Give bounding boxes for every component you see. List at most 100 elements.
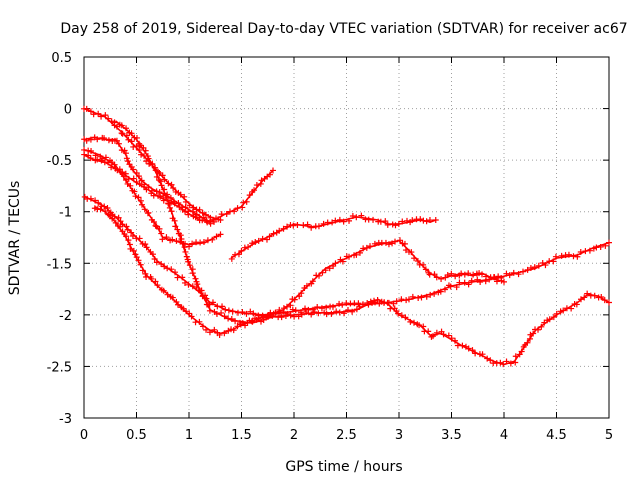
plus-marker (531, 264, 538, 271)
plus-marker (319, 269, 326, 276)
plus-marker (133, 169, 140, 176)
plus-marker (180, 305, 187, 312)
plus-marker (550, 314, 557, 321)
x-tick-label: 3.5 (441, 428, 462, 443)
plus-marker (123, 125, 130, 132)
plus-marker (145, 155, 152, 162)
plus-marker (249, 318, 256, 325)
plus-marker (568, 305, 575, 312)
plus-marker (495, 273, 502, 280)
plus-marker (304, 221, 311, 228)
plus-marker (535, 326, 542, 333)
plus-marker (315, 223, 322, 230)
plus-marker (410, 319, 417, 326)
plus-marker (606, 239, 612, 246)
plus-marker (484, 355, 491, 362)
plus-marker (186, 310, 193, 317)
plus-marker (535, 262, 542, 269)
plus-marker (199, 217, 206, 224)
plus-marker (332, 260, 339, 267)
plus-marker (371, 240, 378, 247)
plus-marker (287, 312, 294, 319)
plus-marker (538, 323, 545, 330)
plus-marker (157, 193, 164, 200)
plus-marker (128, 229, 135, 236)
plus-marker (168, 181, 175, 188)
plus-marker (251, 187, 258, 194)
plus-marker (518, 348, 525, 355)
plus-marker (257, 180, 264, 187)
plus-marker (245, 244, 252, 251)
plus-marker (265, 314, 272, 321)
plus-marker (156, 169, 163, 176)
plus-marker (139, 267, 146, 274)
plus-marker (169, 294, 176, 301)
plus-marker (367, 298, 374, 305)
plus-marker (389, 221, 396, 228)
plus-marker (574, 253, 581, 260)
plus-marker (105, 137, 112, 144)
plus-marker (558, 252, 565, 259)
plus-marker (487, 357, 494, 364)
plus-marker (102, 112, 109, 119)
plus-marker (459, 342, 466, 349)
plus-marker (174, 301, 181, 308)
plus-marker (81, 146, 88, 153)
plus-marker (104, 205, 111, 212)
plus-marker (323, 304, 330, 311)
series-line (230, 216, 437, 259)
plus-marker (213, 311, 220, 318)
plus-marker (329, 303, 336, 310)
plus-marker (302, 305, 309, 312)
plus-marker (448, 270, 455, 277)
plus-marker (206, 329, 213, 336)
plus-marker (520, 268, 527, 275)
plus-marker (243, 198, 250, 205)
plus-marker (399, 218, 406, 225)
plus-marker (308, 224, 315, 231)
plus-marker (500, 361, 507, 368)
plus-marker (411, 255, 418, 262)
plus-marker (165, 200, 172, 207)
plus-marker (280, 225, 287, 232)
plus-marker (456, 279, 463, 286)
plus-marker (216, 331, 223, 338)
plus-marker (122, 150, 129, 157)
plus-marker (385, 241, 392, 248)
plus-marker (108, 164, 115, 171)
plus-marker (97, 206, 104, 213)
plus-marker (270, 167, 276, 174)
plus-marker (246, 192, 253, 199)
plus-marker (326, 265, 333, 272)
plus-marker (308, 311, 315, 318)
plus-marker (430, 333, 437, 340)
plus-marker (130, 166, 137, 173)
plus-marker (172, 188, 179, 195)
plus-marker (158, 260, 165, 267)
plus-marker (407, 318, 414, 325)
plus-marker (260, 316, 267, 323)
plus-marker (136, 147, 143, 154)
plus-marker (315, 310, 322, 317)
plus-marker (87, 155, 94, 162)
plus-marker (355, 300, 362, 307)
plus-marker (198, 287, 205, 294)
plus-marker (158, 230, 165, 237)
plus-marker (183, 308, 190, 315)
series-track-d (81, 146, 224, 250)
plus-marker (328, 310, 335, 317)
plus-marker (131, 188, 138, 195)
plus-marker (183, 253, 190, 260)
plus-marker (152, 167, 159, 174)
x-tick-label: 4 (500, 428, 508, 443)
plus-marker (109, 215, 116, 222)
plus-marker (470, 271, 477, 278)
plus-marker (130, 247, 137, 254)
plus-marker (414, 257, 421, 264)
x-tick-label: 1 (185, 428, 193, 443)
plus-marker (416, 322, 423, 329)
plus-marker (356, 303, 363, 310)
plus-marker (94, 156, 101, 163)
plus-marker (320, 220, 327, 227)
plus-marker (185, 211, 192, 218)
